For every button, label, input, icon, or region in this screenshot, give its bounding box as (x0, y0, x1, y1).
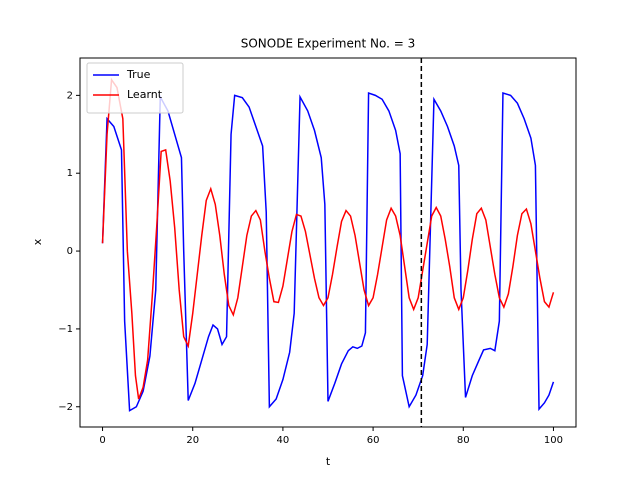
y-tick-label: −2 (58, 402, 73, 413)
y-axis-label: x (31, 238, 44, 245)
chart-title: SONODE Experiment No. = 3 (241, 37, 416, 51)
x-tick-label: 60 (367, 435, 380, 446)
y-tick-label: 1 (67, 168, 73, 179)
x-tick-label: 20 (186, 435, 199, 446)
y-tick-label: 2 (67, 90, 73, 101)
x-axis-label: t (326, 455, 331, 468)
x-tick-label: 40 (277, 435, 290, 446)
x-tick-label: 0 (99, 435, 105, 446)
y-tick-label: 0 (67, 246, 73, 257)
plot-frame (79, 57, 577, 428)
legend-label: Learnt (127, 88, 163, 101)
line-series (101, 77, 555, 400)
x-tick-label: 80 (457, 435, 470, 446)
legend-label: True (126, 68, 151, 81)
line-series (101, 91, 555, 412)
x-tick-label: 100 (544, 435, 563, 446)
y-tick-label: −1 (58, 324, 73, 335)
